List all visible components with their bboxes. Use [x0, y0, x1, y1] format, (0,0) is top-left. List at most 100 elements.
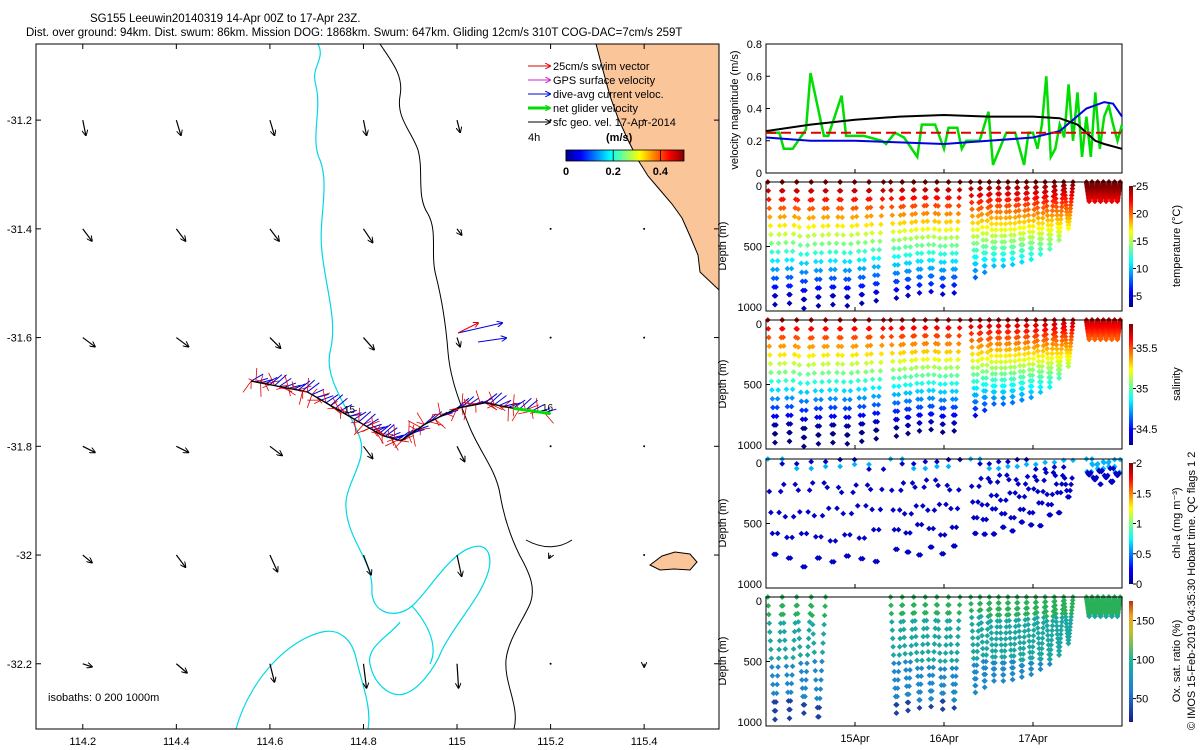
geo-vector — [82, 228, 92, 241]
swim-vector — [371, 415, 374, 431]
section-datapoint — [995, 458, 1002, 465]
section-datapoint — [928, 418, 935, 425]
section-datapoint — [992, 377, 999, 383]
section-datapoint — [1024, 333, 1031, 340]
section-datapoint — [1028, 383, 1035, 390]
section-datapoint — [855, 239, 862, 246]
section-datapoint — [809, 480, 816, 486]
section-datapoint — [784, 265, 791, 272]
section-datapoint — [986, 600, 993, 606]
section-datapoint — [785, 689, 791, 696]
section-datapoint — [875, 263, 882, 270]
section-datapoint — [943, 626, 950, 632]
section-datapoint — [1011, 647, 1018, 653]
swim-vector — [345, 408, 350, 417]
dac-vector — [293, 383, 306, 390]
section-datapoint — [928, 426, 934, 433]
section-datapoint — [774, 404, 780, 411]
section-datapoint — [918, 521, 925, 528]
section-datapoint — [1028, 256, 1035, 263]
section-datapoint — [936, 365, 943, 371]
section-datapoint — [970, 641, 976, 648]
section-datapoint — [842, 267, 849, 274]
section-datapoint — [912, 356, 919, 363]
section-datapoint — [955, 210, 962, 217]
section-datapoint — [902, 235, 908, 242]
section-datapoint — [1048, 360, 1055, 366]
section-datapoint — [795, 353, 802, 359]
section-datapoint — [956, 325, 963, 331]
section-datapoint — [854, 369, 861, 375]
section-datapoint — [1010, 664, 1017, 671]
section-datapoint — [766, 629, 773, 635]
section-datapoint — [835, 205, 842, 212]
section-datapoint — [1001, 389, 1007, 395]
geo-vector-dot — [549, 445, 552, 448]
section-datapoint — [875, 401, 882, 408]
geo-vector — [363, 119, 366, 135]
section-datapoint — [983, 368, 990, 375]
section-datapoint — [1063, 620, 1070, 627]
section-datapoint — [1007, 352, 1013, 359]
section-datapoint — [952, 543, 958, 549]
section-datapoint — [863, 360, 870, 367]
section-datapoint — [1035, 635, 1042, 642]
section-datapoint — [774, 266, 780, 273]
section-datapoint — [812, 396, 819, 403]
section-datapoint — [870, 526, 877, 533]
section-datapoint — [1003, 215, 1009, 221]
section-datapoint — [804, 660, 810, 667]
section-datapoint — [931, 641, 938, 647]
section-datapoint — [801, 434, 808, 441]
section-datapoint — [793, 460, 800, 467]
section-datapoint — [773, 413, 780, 420]
section-datapoint — [817, 405, 824, 412]
section-datapoint — [801, 296, 808, 303]
section-datapoint — [1038, 230, 1045, 237]
section-datapoint — [826, 240, 833, 247]
dac-vector — [344, 409, 357, 415]
section-datapoint — [1056, 228, 1063, 235]
section-datapoint — [974, 648, 981, 655]
section-datapoint — [974, 371, 981, 378]
section-datapoint — [1006, 208, 1013, 215]
section-datapoint — [900, 211, 907, 218]
section-datapoint — [776, 509, 782, 516]
section-datapoint — [926, 257, 933, 264]
section-datapoint — [1021, 628, 1028, 635]
geo-vector — [457, 228, 462, 235]
section-datapoint — [1051, 183, 1058, 189]
section-datapoint — [794, 326, 801, 332]
section-colorbar-tick-label: 25 — [1136, 181, 1148, 193]
section-datapoint — [786, 300, 793, 307]
section-datapoint — [948, 242, 955, 249]
section-datapoint — [977, 460, 983, 467]
section-datapoint — [890, 366, 896, 373]
section-datapoint — [997, 624, 1004, 630]
section-datapoint — [834, 505, 840, 512]
swim-vector — [284, 374, 290, 389]
section-datapoint — [867, 486, 874, 493]
section-datapoint — [795, 215, 802, 221]
section-datapoint — [1059, 610, 1066, 617]
section-datapoint — [1043, 618, 1050, 624]
section-datapoint — [1043, 198, 1050, 205]
section-datapoint — [947, 218, 954, 225]
section-datapoint — [977, 330, 984, 336]
swim-vector — [445, 413, 454, 417]
section-datapoint — [970, 226, 976, 233]
section-datapoint — [980, 652, 986, 658]
section-datapoint — [1053, 337, 1059, 344]
section-datapoint — [900, 203, 907, 210]
section-datapoint — [1047, 236, 1054, 243]
section-datapoint — [1048, 637, 1055, 643]
section-datapoint — [789, 534, 795, 541]
swim-vector — [429, 414, 434, 422]
swim-vector — [416, 421, 425, 425]
section-datapoint — [1044, 491, 1050, 498]
section-datapoint — [1062, 192, 1068, 199]
colorbar-unit-label: (m/s) — [606, 132, 633, 144]
swim-vector — [322, 389, 327, 403]
section-y-tick-label: 500 — [744, 242, 762, 254]
